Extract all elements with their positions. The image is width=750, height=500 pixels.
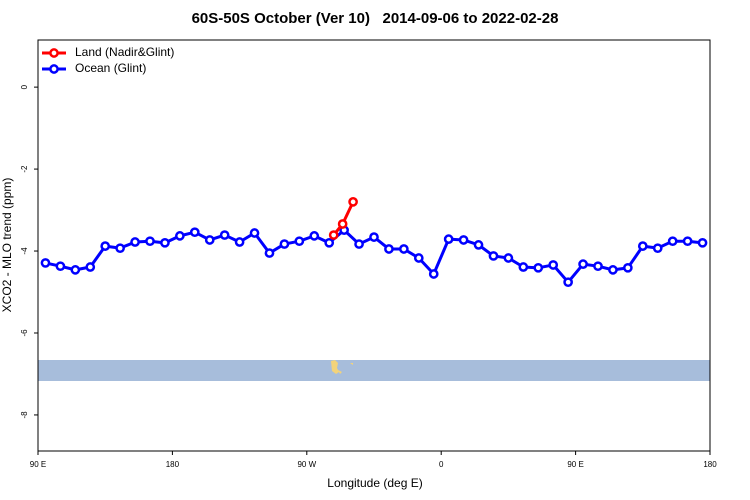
- data-point: [533, 262, 544, 273]
- data-point: [294, 236, 305, 247]
- data-point: [593, 261, 603, 272]
- data-point: [264, 248, 275, 258]
- data-point: [249, 228, 260, 238]
- data-point: [100, 241, 111, 251]
- y-tick-label: -2: [20, 165, 29, 173]
- data-point: [458, 235, 469, 245]
- data-point: [563, 277, 573, 288]
- y-tick-label: 0: [20, 84, 29, 89]
- y-axis-label: XCO2 - MLO trend (ppm): [0, 178, 14, 313]
- x-tick-label: 0: [439, 460, 444, 469]
- legend-marker: [49, 64, 59, 74]
- data-point: [145, 236, 155, 247]
- y-tick-label: -8: [20, 411, 29, 419]
- data-point: [608, 265, 618, 275]
- data-point: [548, 260, 559, 270]
- data-point: [40, 258, 51, 268]
- data-point: [279, 239, 290, 249]
- data-point: [130, 237, 140, 247]
- data-point: [219, 230, 230, 240]
- data-point: [175, 231, 185, 241]
- x-tick-label: 90 E: [567, 460, 583, 469]
- data-point: [443, 234, 454, 244]
- legend-label: Land (Nadir&Glint): [75, 45, 174, 59]
- data-point: [115, 243, 125, 254]
- legend-label: Ocean (Glint): [75, 61, 146, 75]
- data-point: [234, 237, 245, 247]
- data-point: [328, 230, 339, 240]
- data-point: [473, 240, 484, 250]
- legend-marker: [49, 48, 59, 58]
- data-point: [309, 231, 320, 241]
- x-tick-label: 90 W: [297, 460, 316, 469]
- data-point: [578, 259, 588, 269]
- data-point: [428, 269, 439, 279]
- x-axis-label: Longitude (deg E): [327, 476, 422, 490]
- data-point: [667, 236, 678, 247]
- data-point: [160, 237, 170, 248]
- data-point: [324, 237, 335, 248]
- data-point: [70, 265, 81, 275]
- data-point: [354, 239, 364, 249]
- data-point: [384, 244, 394, 254]
- map-strip: [38, 360, 710, 381]
- data-point: [682, 236, 693, 247]
- data-point: [337, 219, 348, 229]
- data-point: [518, 262, 529, 272]
- y-tick-label: -6: [20, 329, 29, 337]
- data-point: [697, 237, 708, 248]
- x-tick-label: 180: [703, 460, 717, 469]
- data-point: [623, 262, 633, 273]
- plot-frame: [37, 39, 711, 452]
- data-point: [637, 241, 648, 251]
- x-tick-label: 90 E: [30, 460, 46, 469]
- data-point: [369, 232, 379, 242]
- data-point: [348, 197, 358, 207]
- data-point: [413, 253, 424, 263]
- data-point: [399, 244, 409, 254]
- data-point: [503, 253, 514, 263]
- land-patch: [331, 360, 353, 374]
- data-point: [488, 251, 499, 261]
- chart-title: 60S-50S October (Ver 10) 2014-09-06 to 2…: [192, 10, 559, 27]
- data-point: [204, 235, 215, 245]
- data-point: [189, 227, 200, 238]
- y-tick-label: -4: [20, 247, 29, 255]
- data-point: [652, 243, 663, 254]
- x-tick-label: 180: [166, 460, 180, 469]
- data-point: [85, 262, 96, 272]
- data-point: [55, 261, 66, 272]
